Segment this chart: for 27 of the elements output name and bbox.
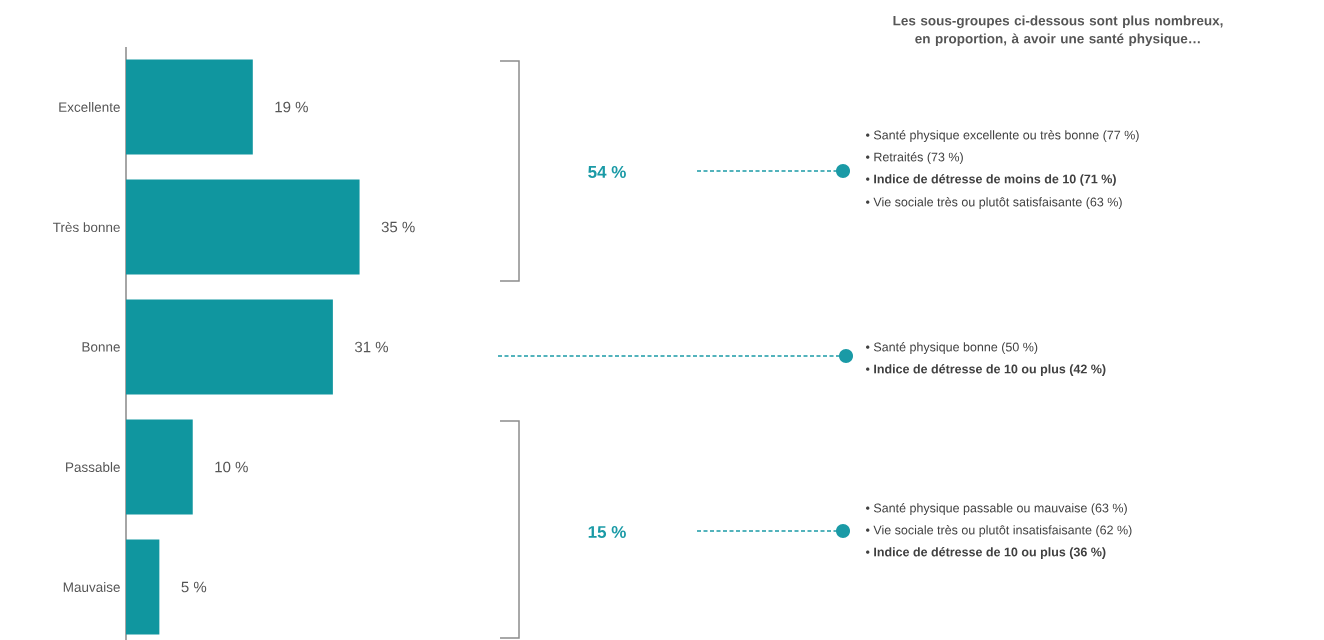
y-tick-label: Passable xyxy=(66,462,120,472)
y-tick-label: Bonne xyxy=(82,342,120,352)
text: • Santé physique excellente ou très bonne (77 %) xyxy=(866,130,1139,142)
bar xyxy=(126,419,193,515)
bar xyxy=(126,539,160,635)
text: • Indice de détresse de 10 ou plus (42 %) xyxy=(866,364,1106,376)
data-label: 35 % xyxy=(381,221,415,233)
text: Les sous-groupes ci-dessous sont plus nombreux, en proportion, à avoir une santé physique… xyxy=(893,15,1223,47)
data-label: 5 % xyxy=(181,581,207,593)
bar xyxy=(126,179,360,275)
data-label: 31 % xyxy=(354,341,389,353)
text: • Santé physique passable ou mauvaise (63 %) xyxy=(866,503,1127,515)
y-tick-label: Très bonne xyxy=(52,221,120,233)
text: • Indice de détresse de 10 ou plus (36 %) xyxy=(866,547,1106,559)
bar xyxy=(126,59,253,155)
text: 15 % xyxy=(588,526,626,538)
y-tick-label: Mauvaise xyxy=(63,582,120,592)
text: • Vie sociale très ou plutôt satisfaisante (63 %) xyxy=(866,197,1122,209)
text: • Santé physique bonne (50 %) xyxy=(866,342,1038,354)
text: 54 % xyxy=(588,166,626,178)
text: • Indice de détresse de moins de 10 (71 %) xyxy=(866,174,1116,186)
data-label: 19 % xyxy=(275,101,308,113)
y-tick-label: Excellente xyxy=(59,102,120,112)
data-label: 10 % xyxy=(215,461,248,473)
bar xyxy=(126,299,333,395)
text: • Vie sociale très ou plutôt insatisfaisante (62 %) xyxy=(866,525,1132,537)
text: • Retraités (73 %) xyxy=(866,152,963,164)
